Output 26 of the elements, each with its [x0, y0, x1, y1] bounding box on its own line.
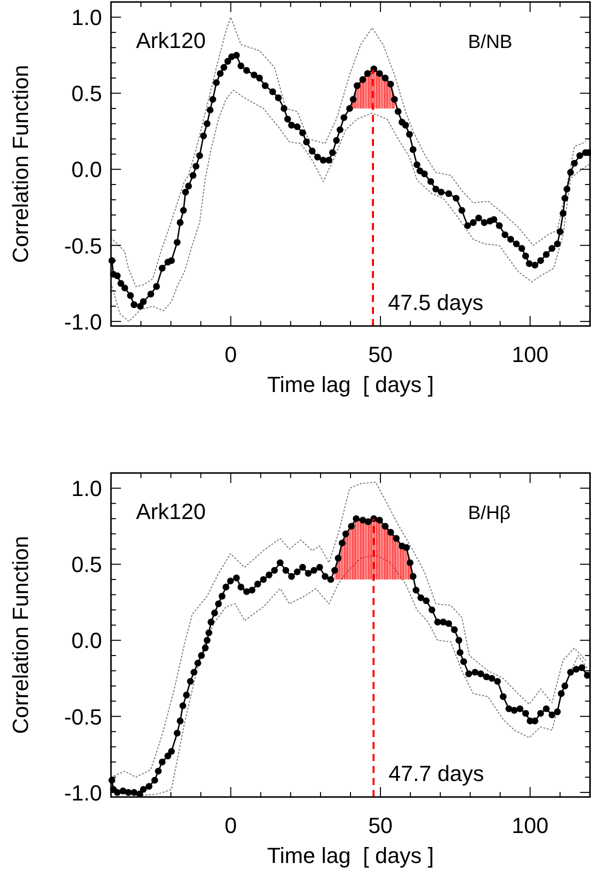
annotation: Ark120	[136, 499, 206, 524]
x-tick-label: 50	[368, 342, 393, 367]
x-tick-label: 100	[512, 813, 548, 838]
x-axis-title: Time lag [ days ]	[267, 372, 434, 397]
annotation: B/NB	[468, 32, 512, 53]
x-tick-label: 100	[512, 342, 548, 367]
y-axis-title: Correlation Function	[8, 536, 33, 734]
y-tick-label: -1.0	[64, 780, 102, 806]
y-tick-label: -0.5	[64, 233, 102, 258]
y-tick-label: 1.0	[71, 476, 102, 502]
y-tick-label: 1.0	[71, 5, 102, 30]
ref-line-label: 47.7 days	[388, 761, 484, 786]
y-tick-label: 0.0	[71, 157, 102, 182]
y-tick-label: -0.5	[64, 704, 102, 730]
x-axis-title: Time lag [ days ]	[267, 843, 434, 868]
annotation: B/Hβ	[468, 503, 511, 524]
x-tick-label: 50	[368, 813, 393, 838]
y-tick-label: 0.0	[71, 628, 102, 654]
x-tick-label: 0	[224, 813, 237, 838]
annotation: Ark120	[136, 28, 206, 53]
y-tick-label: 0.5	[71, 81, 102, 106]
x-tick-label: 0	[224, 342, 237, 367]
y-tick-label: -1.0	[64, 309, 102, 334]
y-axis-title: Correlation Function	[8, 64, 33, 264]
ref-line-label: 47.5 days	[388, 290, 484, 315]
y-tick-label: 0.5	[71, 552, 102, 578]
